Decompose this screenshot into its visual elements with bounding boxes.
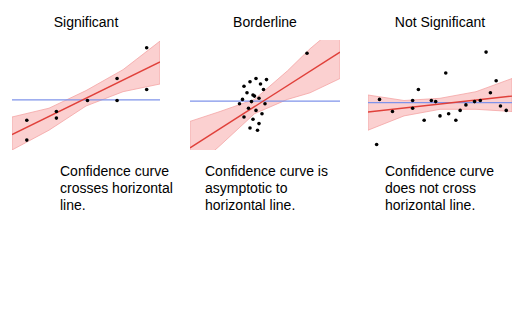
chart-title: Not Significant	[395, 14, 485, 30]
point	[444, 71, 448, 75]
chart-title: Significant	[54, 14, 119, 30]
point	[257, 122, 261, 126]
point	[145, 88, 149, 92]
charts: Significant Borderline Not Significant	[0, 0, 519, 310]
plot-area	[12, 41, 160, 150]
point	[391, 110, 395, 114]
point	[241, 98, 245, 102]
point	[259, 82, 263, 86]
point	[305, 51, 309, 55]
point	[55, 116, 59, 120]
point	[238, 102, 242, 106]
point	[473, 100, 477, 104]
point	[375, 143, 379, 147]
point	[484, 50, 488, 54]
chart-title: Borderline	[233, 14, 297, 30]
fit-line	[190, 52, 340, 148]
point	[86, 99, 90, 103]
point	[417, 88, 421, 92]
point	[254, 77, 258, 81]
point	[447, 112, 451, 116]
point	[262, 88, 266, 92]
point	[378, 98, 382, 102]
point	[25, 138, 29, 142]
fit-line	[12, 62, 160, 135]
confidence-band	[12, 41, 160, 150]
confidence-band	[190, 40, 340, 150]
page: Significant Borderline Not Significant Conf…	[0, 0, 519, 310]
point	[411, 99, 415, 103]
point	[254, 109, 258, 113]
point	[411, 106, 415, 110]
point	[115, 99, 119, 103]
confidence-band	[368, 79, 512, 131]
point	[422, 119, 426, 123]
point	[260, 112, 264, 116]
plot-area	[368, 50, 512, 146]
reference-line	[368, 102, 512, 103]
point	[256, 128, 260, 132]
point	[253, 94, 257, 98]
point	[242, 115, 246, 119]
point	[479, 99, 483, 103]
point	[251, 117, 255, 121]
fit-line	[368, 96, 512, 112]
point	[248, 80, 252, 84]
point	[25, 119, 29, 123]
point	[263, 102, 267, 106]
point	[145, 46, 149, 50]
point	[245, 91, 249, 95]
point	[430, 99, 434, 103]
point	[247, 106, 251, 110]
point	[499, 104, 503, 108]
point	[504, 109, 508, 113]
point	[494, 79, 498, 83]
caption: Confidence curve does not cross horizont…	[385, 163, 519, 214]
point	[248, 126, 252, 130]
point	[265, 78, 269, 82]
caption: Confidence curve crosses horizontal line…	[60, 163, 196, 214]
point	[250, 100, 254, 104]
point	[438, 114, 442, 118]
point	[464, 103, 468, 107]
point	[489, 91, 493, 95]
point	[434, 100, 438, 104]
point	[458, 109, 462, 113]
point	[257, 97, 261, 101]
plot-area	[190, 40, 340, 150]
caption: Confidence curve is asymptotic to horizo…	[205, 163, 341, 214]
point	[242, 84, 246, 88]
point	[55, 110, 59, 114]
point	[454, 119, 458, 123]
point	[115, 77, 119, 81]
